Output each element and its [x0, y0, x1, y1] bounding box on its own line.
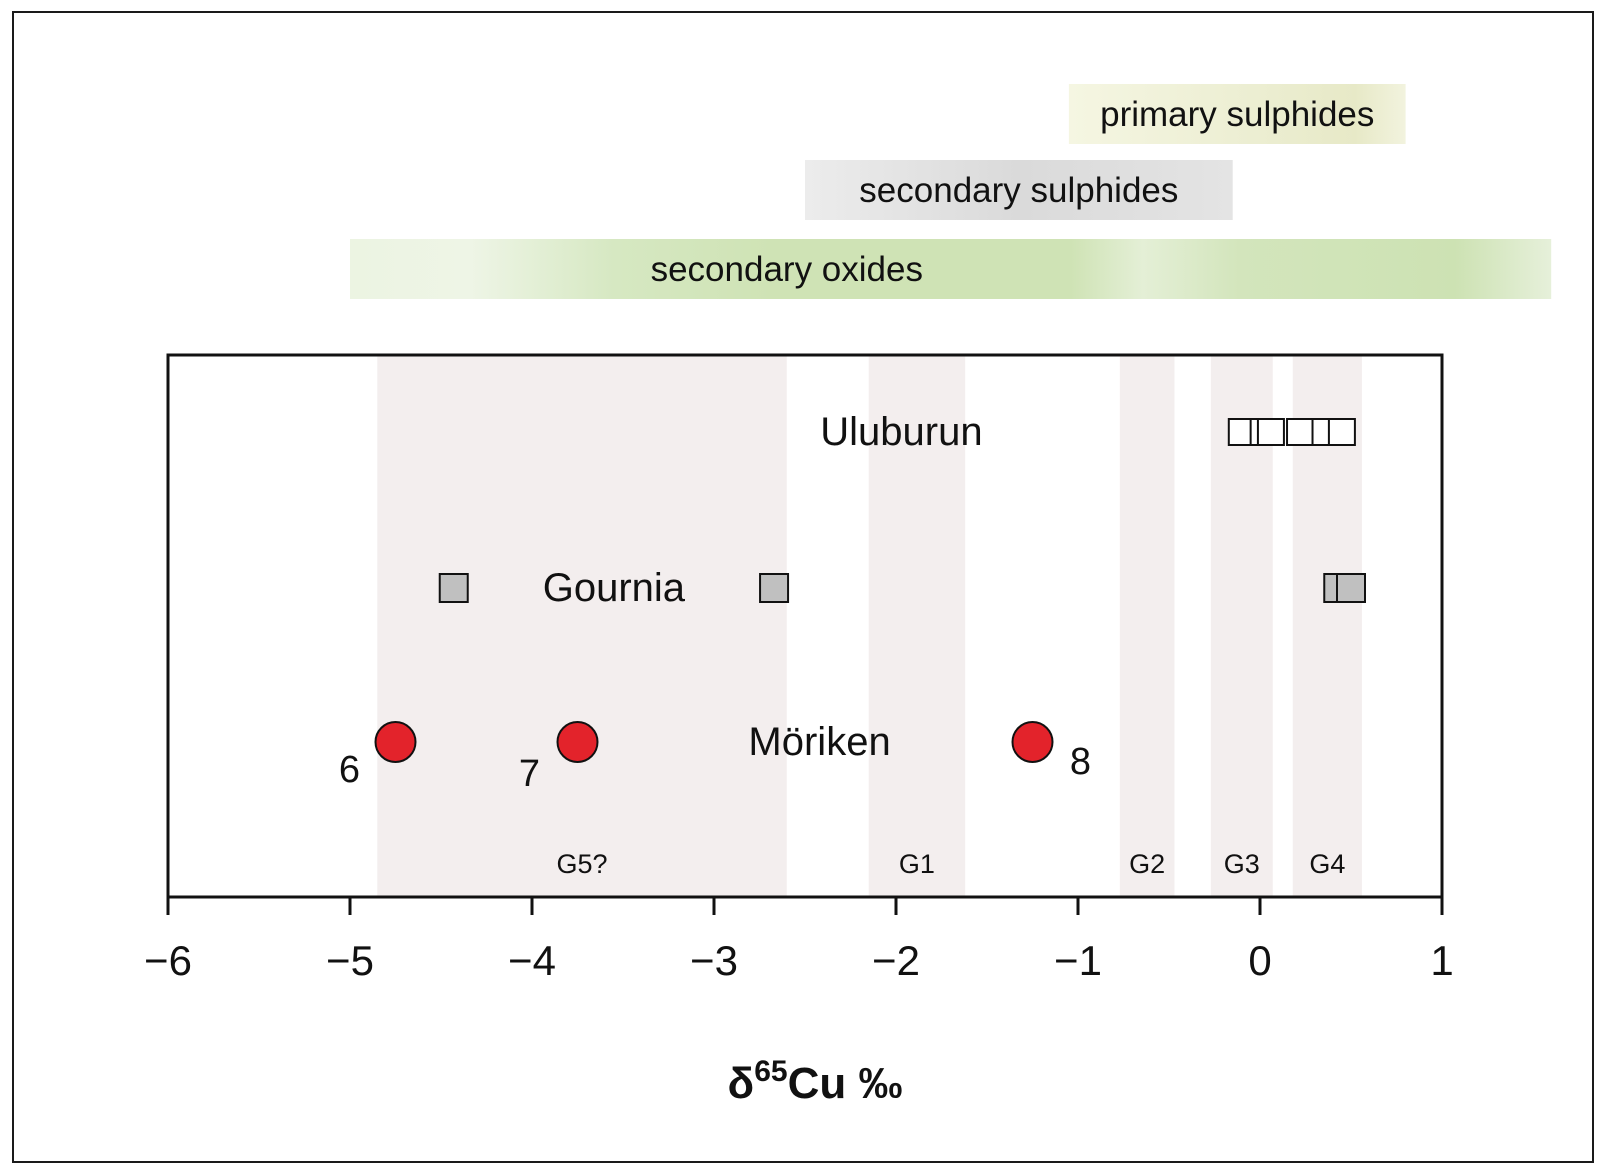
x-tick-label-0: −6 — [144, 937, 192, 984]
point-gournia-0 — [438, 573, 469, 603]
group-label-4: G4 — [1309, 849, 1345, 879]
x-tick-label-7: 1 — [1430, 937, 1453, 984]
point-label-m-riken-2: 8 — [1070, 741, 1091, 783]
point-m-riken-0 — [374, 721, 417, 763]
series-label-gournia: Gournia — [543, 566, 686, 610]
x-tick-label-5: −1 — [1054, 937, 1102, 984]
range-bar-secondary-oxides — [350, 239, 1552, 299]
point-uluburun-3 — [1286, 418, 1315, 446]
point-label-m-riken-1: 7 — [519, 753, 540, 795]
x-axis-label-sup: 65 — [754, 1055, 787, 1088]
x-tick-label-1: −5 — [326, 937, 374, 984]
plot-area — [166, 353, 1444, 899]
range-label-secondary-oxides: secondary oxides — [651, 250, 923, 289]
series-labels: Uluburun Gournia 6 7 8 Möriken — [339, 410, 1091, 795]
group-label-0: G5? — [557, 849, 608, 879]
x-tick-label-4: −2 — [872, 937, 920, 984]
x-tick-label-6: 0 — [1248, 937, 1271, 984]
data-points — [374, 418, 1366, 763]
group-label-2: G2 — [1129, 849, 1165, 879]
range-label-primary-sulphides: primary sulphides — [1100, 95, 1374, 134]
x-axis-label: δ65Cu ‰ — [728, 1055, 903, 1108]
x-axis-label-rest: Cu ‰ — [788, 1059, 903, 1108]
point-m-riken-2 — [1011, 721, 1054, 763]
point-label-m-riken-0: 6 — [339, 749, 360, 791]
point-m-riken-1 — [556, 721, 599, 763]
group-label-3: G3 — [1224, 849, 1260, 879]
ore-ranges: primary sulphides secondary sulphides seco… — [350, 84, 1552, 299]
series-label-uluburun: Uluburun — [820, 410, 982, 454]
range-bar-secondary-sulphides — [805, 160, 1233, 220]
group-band-0 — [377, 355, 787, 897]
group-band-1 — [868, 355, 966, 897]
range-bar-primary-sulphides — [1068, 84, 1406, 144]
x-tick-label-2: −4 — [508, 937, 556, 984]
point-gournia-3 — [1336, 573, 1366, 603]
range-label-secondary-sulphides: secondary sulphides — [859, 171, 1178, 210]
point-uluburun-5 — [1327, 418, 1356, 446]
group-label-1: G1 — [899, 849, 935, 879]
group-band-2 — [1119, 355, 1175, 897]
point-gournia-1 — [759, 573, 790, 603]
x-tick-label-3: −3 — [690, 937, 738, 984]
series-label-m-riken: Möriken — [748, 720, 890, 764]
x-axis-label-main: δ — [728, 1059, 755, 1108]
x-axis: −6 −5 −4 −3 −2 −1 0 1 — [144, 897, 1454, 984]
point-uluburun-2 — [1256, 418, 1285, 446]
